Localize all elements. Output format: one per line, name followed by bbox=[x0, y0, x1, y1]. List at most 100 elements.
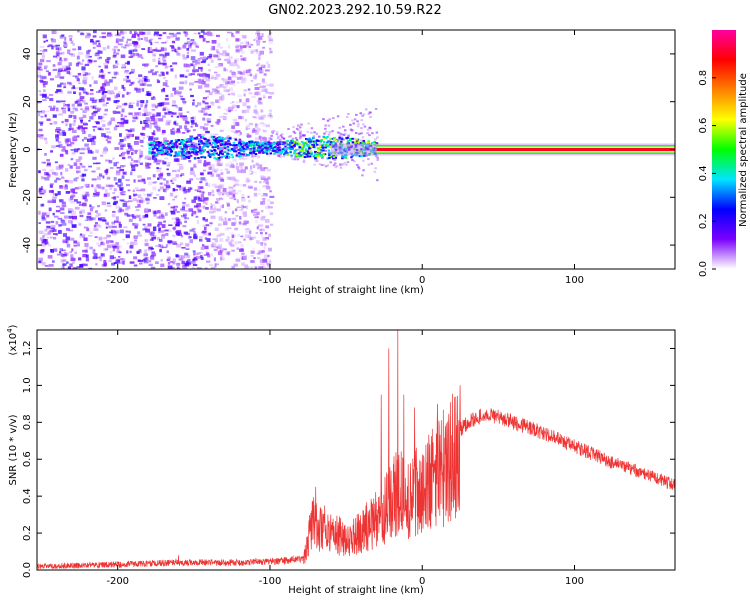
spectral-cell bbox=[166, 173, 171, 177]
spectral-cell bbox=[71, 194, 76, 198]
spectral-cell bbox=[37, 101, 41, 104]
spectral-cell bbox=[228, 45, 231, 49]
spectral-cell bbox=[277, 148, 280, 151]
spectral-cell bbox=[96, 91, 99, 93]
spectral-cell bbox=[214, 185, 220, 189]
spectral-cell bbox=[144, 226, 148, 230]
spectral-cell bbox=[68, 144, 73, 147]
spectral-cell bbox=[318, 151, 321, 154]
spectral-cell bbox=[214, 238, 218, 243]
spectral-cell bbox=[149, 112, 152, 115]
spectral-cell bbox=[233, 137, 238, 140]
spectral-cell bbox=[101, 242, 106, 246]
spectral-cell bbox=[190, 144, 194, 147]
spectral-cell bbox=[70, 111, 75, 114]
spectral-cell bbox=[157, 150, 160, 153]
spectral-cell bbox=[240, 45, 243, 49]
spectral-cell bbox=[165, 40, 169, 43]
spectral-cell bbox=[155, 105, 158, 109]
spectral-cell bbox=[198, 209, 202, 212]
spectral-cell bbox=[263, 243, 267, 246]
spectral-cell bbox=[57, 62, 62, 66]
spectral-cell bbox=[50, 227, 55, 230]
spectral-cell bbox=[93, 248, 96, 251]
spectral-cell bbox=[192, 60, 195, 63]
spectral-cell bbox=[95, 191, 100, 196]
spectral-cell bbox=[158, 215, 164, 219]
spectral-cell bbox=[293, 151, 296, 154]
spectral-cell bbox=[195, 45, 199, 49]
spectral-cell bbox=[220, 178, 225, 182]
spectral-cell bbox=[153, 159, 159, 164]
spectral-cell bbox=[125, 121, 128, 124]
spectral-cell bbox=[305, 140, 309, 143]
spectral-cell bbox=[189, 171, 195, 175]
spectral-cell bbox=[241, 78, 246, 81]
spectral-cell bbox=[71, 194, 75, 198]
spectral-cell bbox=[220, 171, 223, 175]
spectral-cell bbox=[44, 153, 47, 156]
spectral-cell bbox=[234, 109, 238, 112]
spectral-cell bbox=[72, 48, 77, 51]
spectral-cell bbox=[100, 253, 104, 256]
spectral-cell bbox=[200, 140, 203, 143]
spectral-cell bbox=[94, 194, 99, 197]
spectral-cell bbox=[56, 50, 60, 55]
spectral-cell bbox=[157, 177, 160, 180]
spectral-cell bbox=[82, 109, 87, 114]
spectral-cell bbox=[228, 149, 232, 152]
spectral-cell bbox=[232, 189, 236, 193]
spectral-cell bbox=[154, 124, 160, 128]
spectral-cell bbox=[184, 252, 189, 256]
spectral-cell bbox=[338, 132, 341, 135]
spectral-cell bbox=[252, 49, 258, 53]
spectral-cell bbox=[47, 200, 52, 203]
spectral-cell bbox=[155, 141, 158, 144]
spectral-cell bbox=[265, 124, 270, 128]
spectral-cell bbox=[159, 53, 164, 57]
spectral-cell bbox=[160, 263, 165, 267]
spectral-cell bbox=[116, 250, 121, 253]
spectral-cell bbox=[205, 90, 210, 93]
spectral-cell bbox=[192, 250, 196, 253]
spectral-cell bbox=[210, 76, 214, 80]
snr-line bbox=[37, 330, 675, 570]
spectral-cell bbox=[56, 100, 61, 103]
spectral-cell bbox=[46, 118, 51, 121]
spectral-cell bbox=[328, 157, 331, 159]
spectral-cell bbox=[192, 65, 196, 70]
spectral-cell bbox=[96, 44, 101, 48]
spectral-cell bbox=[140, 100, 145, 104]
spectral-cell bbox=[254, 116, 257, 119]
spectral-cell bbox=[294, 137, 298, 139]
spectral-cell bbox=[245, 143, 248, 146]
spectral-cell bbox=[51, 145, 56, 149]
spectral-cell bbox=[229, 128, 233, 132]
spectral-cell bbox=[235, 45, 239, 49]
spectral-cell bbox=[120, 45, 124, 48]
spectral-cell bbox=[56, 127, 61, 131]
spectral-cell bbox=[290, 146, 293, 149]
spectral-cell bbox=[184, 121, 190, 125]
spectral-cell bbox=[191, 151, 195, 154]
spectral-cell bbox=[234, 183, 239, 186]
spectral-cell bbox=[261, 88, 265, 93]
spectral-cell bbox=[221, 258, 225, 261]
spectral-cell bbox=[132, 223, 135, 226]
spectral-cell bbox=[276, 137, 280, 140]
spectral-cell bbox=[37, 71, 41, 74]
spectral-cell bbox=[39, 192, 45, 195]
spectral-cell bbox=[267, 34, 272, 39]
spectral-cell bbox=[101, 133, 106, 137]
spectral-cell bbox=[115, 71, 119, 75]
spectral-cell bbox=[249, 187, 253, 189]
spectral-cell bbox=[263, 193, 268, 197]
spectral-cell bbox=[227, 76, 232, 81]
spectral-cell bbox=[169, 192, 174, 197]
spectral-cell bbox=[301, 146, 305, 149]
spectral-cell bbox=[191, 121, 195, 125]
spectral-cell bbox=[193, 233, 196, 238]
spectral-cell bbox=[159, 102, 164, 106]
spectral-cell bbox=[168, 224, 173, 226]
spectral-cell bbox=[93, 136, 97, 140]
